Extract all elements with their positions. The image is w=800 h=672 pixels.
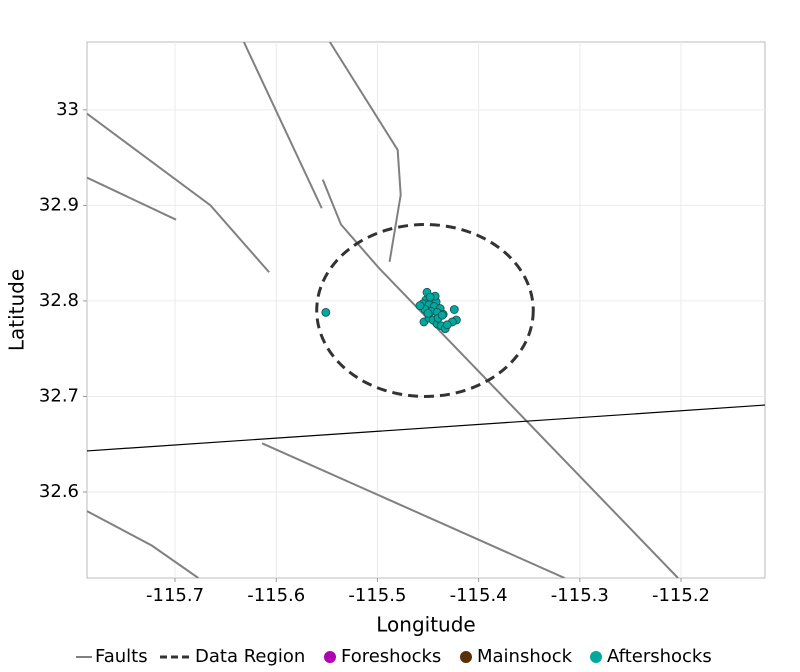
fault-line [87, 510, 199, 578]
x-tick-label: -115.4 [450, 585, 508, 606]
point [423, 308, 433, 318]
legend-label: Data Region [195, 646, 305, 667]
fault-line [261, 442, 566, 578]
fault-line [329, 42, 402, 262]
point [437, 310, 447, 320]
x-tick-label: -115.3 [551, 585, 609, 606]
legend-label: Aftershocks [607, 646, 712, 667]
fault-line [87, 176, 177, 221]
point [425, 292, 435, 302]
plot-content [87, 42, 765, 578]
x-tick-label: -115.2 [652, 585, 710, 606]
y-tick-label: 33 [56, 99, 79, 120]
y-tick-label: 32.9 [39, 194, 79, 215]
fault-line [87, 404, 765, 452]
fault-line [87, 112, 270, 273]
legend-label: Faults [95, 646, 148, 667]
point [449, 305, 459, 314]
y-tick-label: 32.7 [39, 385, 79, 406]
x-axis-title: Longitude [376, 613, 475, 637]
y-tick-label: 32.6 [39, 481, 79, 502]
point [415, 301, 425, 311]
x-tick-label: -115.6 [247, 585, 305, 606]
x-tick-label: -115.5 [348, 585, 406, 606]
y-tick-label: 32.8 [39, 290, 79, 311]
legend-label: Mainshock [477, 646, 573, 667]
fault-line [321, 179, 679, 578]
legend-symbol [324, 651, 336, 663]
point [442, 320, 452, 330]
x-tick-label: -115.7 [146, 585, 204, 606]
legend-label: Foreshocks [341, 646, 441, 667]
y-axis-title: Latitude [5, 269, 29, 351]
data-region [315, 222, 535, 398]
legend-symbol [460, 651, 472, 663]
legend-symbol [590, 651, 602, 663]
point [321, 307, 331, 317]
fault-line [242, 42, 323, 209]
